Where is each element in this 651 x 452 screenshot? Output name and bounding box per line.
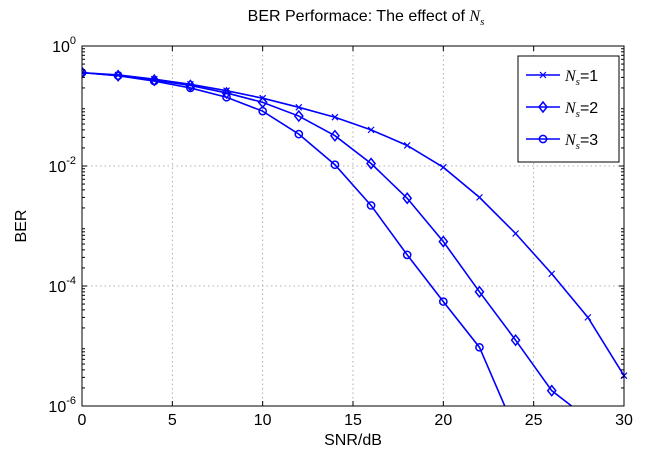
x-axis-label: SNR/dB bbox=[324, 432, 382, 449]
series-line-ns3 bbox=[82, 71, 506, 406]
x-tick-label: 15 bbox=[344, 412, 362, 429]
data-point-ns3 bbox=[366, 201, 376, 210]
chart-title: BER Performace: The effect of Ns bbox=[248, 8, 485, 28]
grid bbox=[82, 46, 624, 406]
data-point-ns3 bbox=[438, 297, 448, 306]
data-point-ns1 bbox=[367, 126, 375, 134]
data-point-ns2 bbox=[402, 192, 413, 205]
legend-label: Ns=3 bbox=[564, 132, 598, 152]
marker-stroke bbox=[367, 126, 375, 134]
x-tick-label: 0 bbox=[78, 412, 87, 429]
legend-marker bbox=[539, 71, 547, 79]
data-point-ns3 bbox=[186, 83, 195, 93]
y-tick-label: 10-4 bbox=[48, 275, 76, 296]
data-point-ns1 bbox=[403, 142, 411, 149]
data-point-ns2 bbox=[366, 157, 377, 170]
data-point-ns3 bbox=[222, 92, 231, 102]
marker-stroke bbox=[548, 270, 556, 278]
series-line-ns1 bbox=[82, 71, 625, 377]
legend-box bbox=[517, 55, 620, 163]
data-point-ns1 bbox=[295, 103, 303, 111]
marker-stroke bbox=[584, 313, 592, 321]
x-tick-label: 10 bbox=[254, 412, 272, 429]
y-tick-label: 10-6 bbox=[48, 395, 76, 416]
data-point-ns1 bbox=[584, 313, 592, 321]
marker-stroke bbox=[512, 230, 520, 237]
marker-stroke bbox=[403, 142, 411, 149]
data-point-ns3 bbox=[475, 342, 484, 352]
data-point-ns3 bbox=[330, 160, 340, 170]
data-point-ns3 bbox=[402, 250, 412, 260]
data-point-ns1 bbox=[512, 230, 520, 237]
y-axis-label: BER bbox=[13, 210, 30, 243]
data-point-ns2 bbox=[185, 79, 196, 92]
data-point-ns2 bbox=[474, 285, 485, 299]
x-tick-label: 25 bbox=[525, 412, 543, 429]
x-tick-label: 5 bbox=[168, 412, 177, 429]
data-point-ns2 bbox=[438, 235, 449, 248]
marker-stroke bbox=[295, 103, 303, 111]
legend: Ns=1 Ns=2 Ns=3 bbox=[517, 55, 620, 163]
y-tick-label: 10-2 bbox=[48, 155, 76, 176]
marker-stroke bbox=[476, 193, 483, 201]
data-point-ns1 bbox=[439, 163, 447, 171]
marker-stroke bbox=[439, 163, 447, 171]
x-tick-label: 20 bbox=[434, 412, 452, 429]
legend-marker bbox=[538, 100, 548, 114]
data-point-ns3 bbox=[113, 71, 123, 81]
data-point-ns1 bbox=[331, 113, 339, 121]
data-point-ns1 bbox=[548, 270, 556, 278]
data-point-ns2 bbox=[510, 333, 521, 347]
x-tick-label: 30 bbox=[615, 412, 633, 429]
y-tick-label: 100 bbox=[52, 35, 76, 56]
data-point-ns2 bbox=[293, 109, 304, 123]
marker-stroke bbox=[331, 113, 339, 121]
series-line-ns2 bbox=[82, 71, 573, 406]
data-point-ns3 bbox=[258, 106, 268, 116]
data-point-ns3 bbox=[294, 129, 304, 139]
data-point-ns1 bbox=[476, 193, 483, 201]
ticks: 0 5 10 15 20 25 30 100 10-2 10-4 10-6 bbox=[48, 35, 633, 429]
data-point-ns2 bbox=[329, 129, 340, 142]
data-point-ns2 bbox=[546, 384, 557, 397]
legend-label: Ns=2 bbox=[564, 100, 598, 120]
series-layer bbox=[82, 66, 628, 406]
marker-stroke bbox=[539, 71, 547, 79]
legend-marker bbox=[538, 134, 548, 144]
data-point-ns3 bbox=[149, 76, 159, 86]
legend-label: Ns=1 bbox=[564, 68, 598, 88]
